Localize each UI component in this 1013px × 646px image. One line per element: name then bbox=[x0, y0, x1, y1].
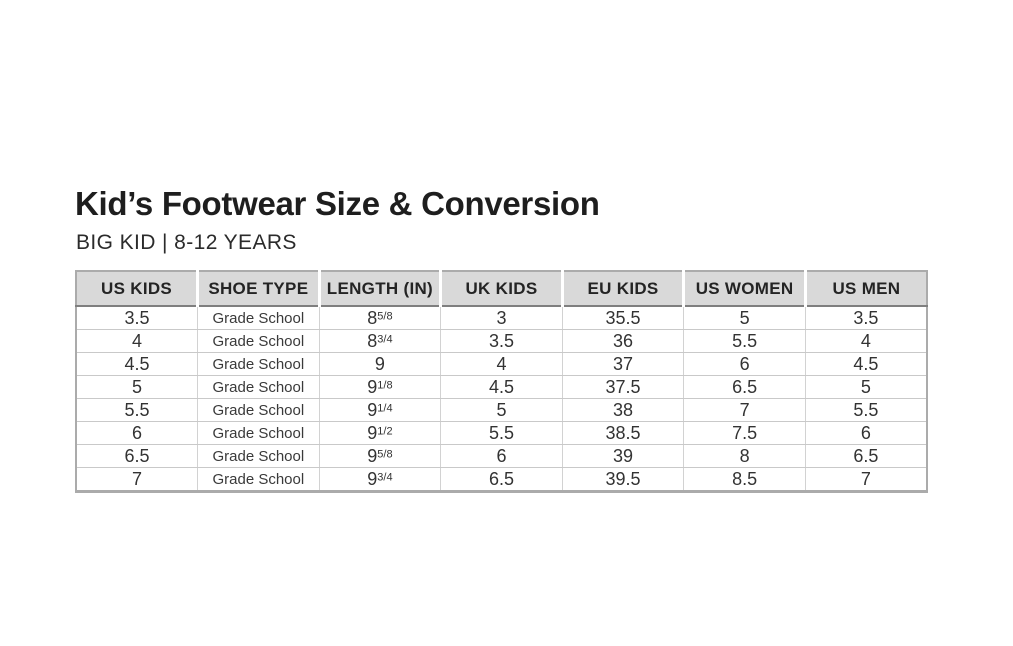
shoe-type-cell: Grade School bbox=[197, 467, 320, 492]
table-row: 5.5 Grade School 91/4 5 38 7 5.5 bbox=[76, 398, 927, 422]
us-women-cell: 7.5 bbox=[683, 421, 806, 445]
length-whole: 9 bbox=[367, 399, 378, 420]
table-row: 3.5 Grade School 85/8 3 35.5 5 3.5 bbox=[76, 306, 927, 330]
us-men-cell: 7 bbox=[805, 467, 927, 492]
column-header: LENGTH (IN) bbox=[319, 271, 443, 307]
us-men-cell: 3.5 bbox=[805, 306, 927, 330]
shoe-type-cell: Grade School bbox=[197, 352, 320, 376]
table-row: 4.5 Grade School 9 4 37 6 4.5 bbox=[76, 352, 927, 376]
us-women-cell: 6 bbox=[683, 352, 806, 376]
length-fraction: 5/8 bbox=[377, 447, 393, 460]
uk-kids-cell: 3 bbox=[440, 306, 563, 330]
us-men-cell: 5.5 bbox=[805, 398, 927, 422]
length-fraction: 5/8 bbox=[377, 309, 393, 322]
length-whole: 9 bbox=[374, 353, 385, 374]
length-cell: 95/8 bbox=[319, 444, 442, 468]
shoe-type-cell: Grade School bbox=[197, 306, 320, 330]
length-fraction: 1/4 bbox=[377, 401, 393, 414]
uk-kids-cell: 6 bbox=[440, 444, 563, 468]
column-header: UK KIDS bbox=[440, 271, 564, 307]
table-row: 4 Grade School 83/4 3.5 36 5.5 4 bbox=[76, 329, 927, 353]
shoe-type-cell: Grade School bbox=[197, 329, 320, 353]
eu-kids-cell: 37 bbox=[562, 352, 685, 376]
uk-kids-cell: 5.5 bbox=[440, 421, 563, 445]
column-header: US KIDS bbox=[76, 271, 200, 307]
us-kids-cell: 5.5 bbox=[76, 398, 199, 422]
shoe-type-cell: Grade School bbox=[197, 444, 320, 468]
uk-kids-cell: 4.5 bbox=[440, 375, 563, 399]
length-fraction: 3/4 bbox=[377, 470, 393, 483]
us-kids-cell: 4 bbox=[76, 329, 199, 353]
uk-kids-cell: 3.5 bbox=[440, 329, 563, 353]
eu-kids-cell: 38.5 bbox=[562, 421, 685, 445]
column-header: SHOE TYPE bbox=[197, 271, 321, 307]
length-cell: 91/4 bbox=[319, 398, 442, 422]
length-fraction: 1/8 bbox=[377, 378, 393, 391]
eu-kids-cell: 39 bbox=[562, 444, 685, 468]
eu-kids-cell: 38 bbox=[562, 398, 685, 422]
us-women-cell: 7 bbox=[683, 398, 806, 422]
us-kids-cell: 5 bbox=[76, 375, 199, 399]
length-cell: 93/4 bbox=[319, 467, 442, 492]
length-cell: 85/8 bbox=[319, 306, 442, 330]
length-cell: 91/2 bbox=[319, 421, 442, 445]
length-whole: 9 bbox=[367, 422, 378, 443]
us-men-cell: 4.5 bbox=[805, 352, 927, 376]
us-women-cell: 6.5 bbox=[683, 375, 806, 399]
us-men-cell: 6.5 bbox=[805, 444, 927, 468]
us-women-cell: 8.5 bbox=[683, 467, 806, 492]
us-kids-cell: 6.5 bbox=[76, 444, 199, 468]
table-row: 6 Grade School 91/2 5.5 38.5 7.5 6 bbox=[76, 421, 927, 445]
page-title: Kid’s Footwear Size & Conversion bbox=[75, 185, 600, 222]
column-header: US MEN bbox=[805, 271, 927, 307]
table-header-row: US KIDS SHOE TYPE LENGTH (IN) UK KIDS EU KID… bbox=[76, 271, 927, 307]
us-kids-cell: 4.5 bbox=[76, 352, 199, 376]
table-row: 5 Grade School 91/8 4.5 37.5 6.5 5 bbox=[76, 375, 927, 399]
table-row: 6.5 Grade School 95/8 6 39 8 6.5 bbox=[76, 444, 927, 468]
length-whole: 9 bbox=[367, 445, 378, 466]
length-whole: 9 bbox=[367, 468, 378, 489]
size-conversion-table: US KIDS SHOE TYPE LENGTH (IN) UK KIDS EU KID… bbox=[75, 270, 928, 493]
shoe-type-cell: Grade School bbox=[197, 421, 320, 445]
table-head: US KIDS SHOE TYPE LENGTH (IN) UK KIDS EU KID… bbox=[76, 271, 927, 307]
us-men-cell: 4 bbox=[805, 329, 927, 353]
eu-kids-cell: 35.5 bbox=[562, 306, 685, 330]
us-men-cell: 6 bbox=[805, 421, 927, 445]
us-kids-cell: 6 bbox=[76, 421, 199, 445]
us-women-cell: 8 bbox=[683, 444, 806, 468]
length-cell: 91/8 bbox=[319, 375, 442, 399]
eu-kids-cell: 39.5 bbox=[562, 467, 685, 492]
length-cell: 83/4 bbox=[319, 329, 442, 353]
us-women-cell: 5 bbox=[683, 306, 806, 330]
length-fraction: 3/4 bbox=[377, 332, 393, 345]
length-fraction: 1/2 bbox=[377, 424, 393, 437]
us-kids-cell: 7 bbox=[76, 467, 199, 492]
table-row: 7 Grade School 93/4 6.5 39.5 8.5 7 bbox=[76, 467, 927, 492]
length-whole: 8 bbox=[367, 307, 378, 328]
us-women-cell: 5.5 bbox=[683, 329, 806, 353]
page-subtitle: BIG KID | 8-12 YEARS bbox=[76, 231, 297, 254]
us-men-cell: 5 bbox=[805, 375, 927, 399]
eu-kids-cell: 37.5 bbox=[562, 375, 685, 399]
eu-kids-cell: 36 bbox=[562, 329, 685, 353]
uk-kids-cell: 5 bbox=[440, 398, 563, 422]
length-whole: 8 bbox=[367, 330, 378, 351]
uk-kids-cell: 4 bbox=[440, 352, 563, 376]
uk-kids-cell: 6.5 bbox=[440, 467, 563, 492]
us-kids-cell: 3.5 bbox=[76, 306, 199, 330]
shoe-type-cell: Grade School bbox=[197, 398, 320, 422]
table-body: 3.5 Grade School 85/8 3 35.5 5 3.5 4 Grade Schoo… bbox=[76, 306, 927, 492]
length-cell: 9 bbox=[319, 352, 442, 376]
column-header: US WOMEN bbox=[683, 271, 807, 307]
shoe-type-cell: Grade School bbox=[197, 375, 320, 399]
length-whole: 9 bbox=[367, 376, 378, 397]
column-header: EU KIDS bbox=[562, 271, 686, 307]
